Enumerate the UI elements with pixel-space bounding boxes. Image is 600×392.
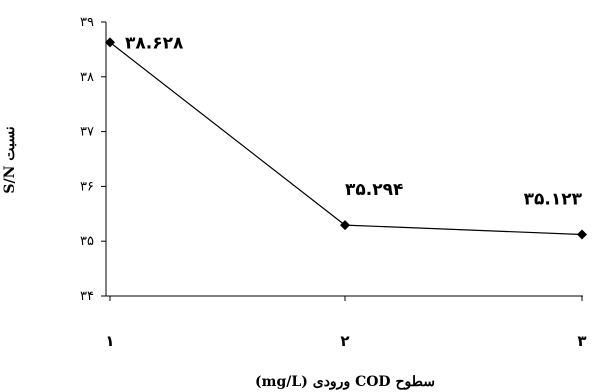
y-axis-title: نسبت S/N xyxy=(2,126,18,193)
y-tick-label: ۳۷ xyxy=(80,125,94,140)
y-tick-label: ۳۵ xyxy=(80,234,94,249)
data-point-marker xyxy=(577,229,587,240)
data-label: ۳۵.۲۹۴ xyxy=(345,180,403,200)
y-tick-label: ۳۶ xyxy=(80,179,94,194)
x-tick-label: ۱ xyxy=(105,332,114,350)
y-tick-label: ۳۴ xyxy=(80,289,94,304)
y-ticks: ۳۴ ۳۵ ۳۶ ۳۷ ۳۸ ۳۹ xyxy=(80,15,106,304)
data-labels: ۳۸.۶۲۸ ۳۵.۲۹۴ ۳۵.۱۲۳ xyxy=(125,33,583,209)
x-tick-label: ۳ xyxy=(577,332,586,350)
data-label: ۳۵.۱۲۳ xyxy=(524,189,583,209)
data-point-marker xyxy=(340,220,350,231)
y-tick-label: ۳۹ xyxy=(80,15,94,30)
axes xyxy=(105,22,583,297)
data-point-marker xyxy=(105,37,115,48)
x-tick-label: ۲ xyxy=(340,332,349,350)
y-tick-label: ۳۸ xyxy=(80,70,94,85)
x-axis-title: سطوح COD ورودی (mg/L) xyxy=(255,374,435,390)
series-line xyxy=(109,41,583,236)
data-markers xyxy=(105,37,587,240)
data-label: ۳۸.۶۲۸ xyxy=(125,33,184,53)
x-ticks: ۱ ۲ ۳ xyxy=(105,296,587,350)
